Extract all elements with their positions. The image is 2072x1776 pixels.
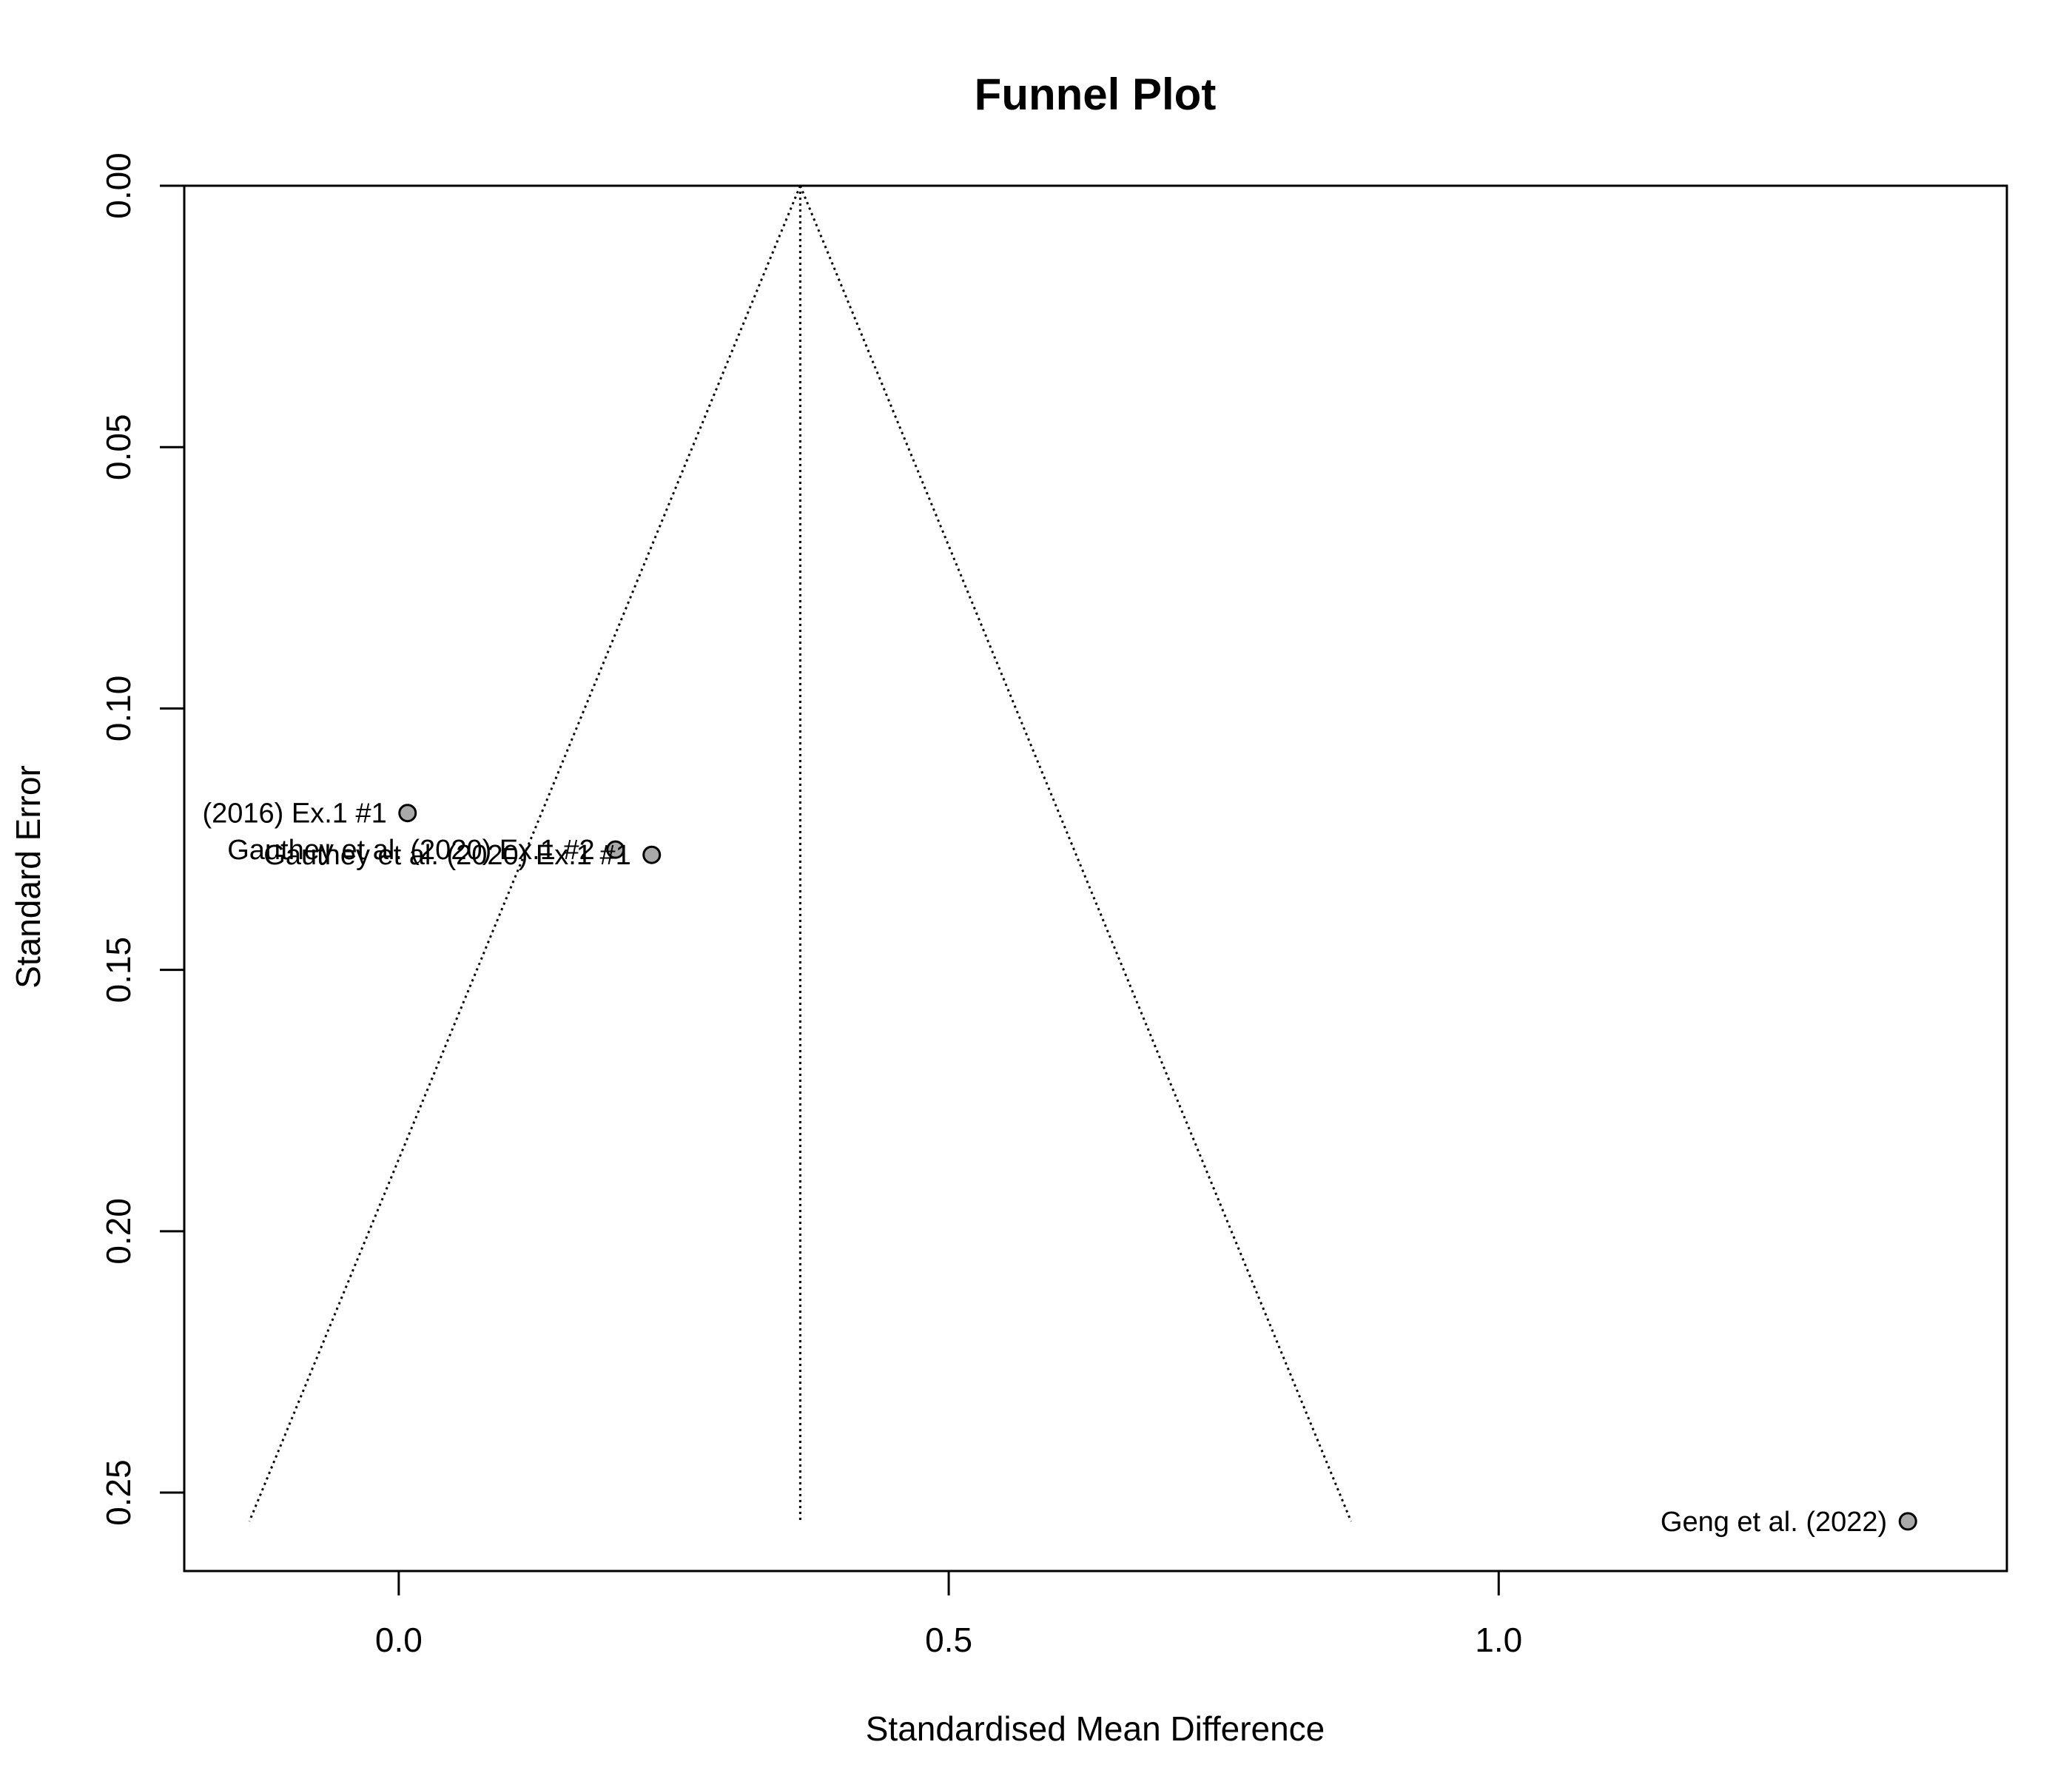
x-tick-label: 1.0 (1475, 1621, 1522, 1659)
x-tick-label: 0.0 (375, 1621, 423, 1659)
y-tick-label: 0.10 (99, 676, 138, 742)
funnel-left-line (248, 185, 801, 1522)
data-point-label: Gauthey et al. (2020) Ex.1 #1 (263, 840, 630, 871)
plot-frame (183, 184, 2008, 1572)
y-tick-label: 0.25 (99, 1459, 138, 1526)
y-tick-label: 0.00 (99, 152, 138, 219)
funnel-layer (248, 185, 1353, 1522)
x-axis: 0.0 0.5 1.0 (375, 1570, 1522, 1659)
data-point-label: (2016) Ex.1 #1 (202, 798, 386, 830)
points-layer: (2016) Ex.1 #1 Gauthey et al. (2020) Ex.1… (202, 798, 1917, 1538)
y-tick-label: 0.05 (99, 414, 138, 480)
data-point (398, 804, 417, 823)
chart-title: Funnel Plot (975, 70, 1217, 119)
data-point (642, 845, 662, 864)
y-axis-label: Standard Error (9, 765, 47, 989)
data-point-label: Gauthey et al. (2020) Ex.1 #2 (227, 835, 594, 866)
data-point-label: Geng et al. (2022) (1661, 1507, 1887, 1538)
data-point (606, 840, 625, 859)
funnel-right-line (799, 185, 1353, 1522)
data-point (1898, 1512, 1917, 1531)
y-tick-label: 0.20 (99, 1198, 138, 1265)
y-tick-label: 0.15 (99, 937, 138, 1003)
x-axis-label: Standardised Mean Difference (866, 1709, 1325, 1748)
y-axis: 0.00 0.05 0.10 0.15 0.20 0.25 (99, 152, 186, 1526)
x-tick-label: 0.5 (925, 1621, 972, 1659)
